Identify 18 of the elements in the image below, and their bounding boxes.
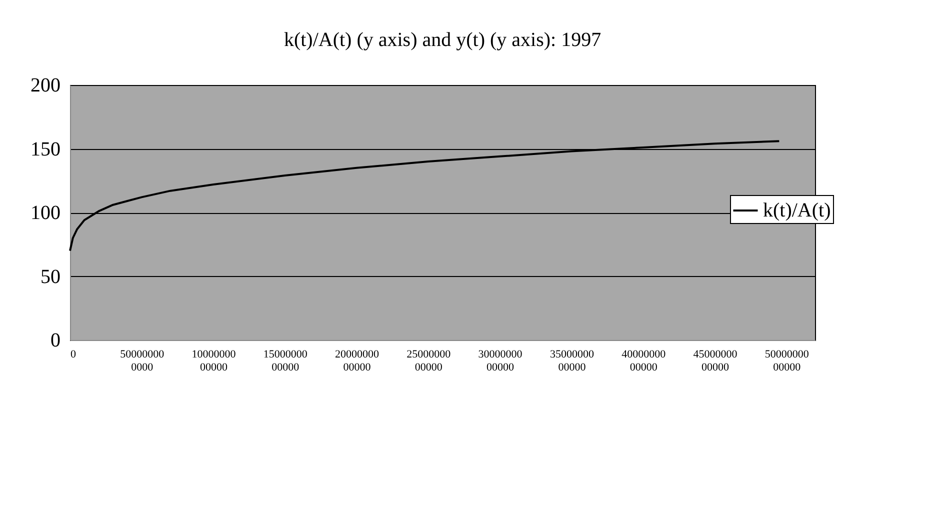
- x-tick-label: 10000000 00000: [192, 348, 236, 374]
- y-tick-label: 0: [50, 330, 60, 352]
- legend-label: k(t)/A(t): [763, 200, 831, 222]
- y-tick-label: 100: [30, 202, 60, 224]
- x-tick-label: 20000000 00000: [335, 348, 380, 374]
- x-tick-label: 50000000 0000: [120, 348, 165, 374]
- x-tick-label: 35000000 00000: [550, 348, 594, 374]
- x-tick-label: 30000000 00000: [478, 348, 523, 374]
- x-tick-label: 50000000 00000: [764, 348, 810, 374]
- y-tick-label: 50: [40, 266, 60, 288]
- y-tick-label: 200: [30, 74, 60, 96]
- x-tick-label: 45000000 00000: [693, 348, 738, 374]
- y-tick-label: 150: [30, 138, 60, 160]
- x-tick-label: 25000000 00000: [406, 348, 452, 374]
- x-tick-label: 15000000 00000: [263, 348, 308, 374]
- x-tick-label: 0: [70, 348, 76, 360]
- x-tick-label: 40000000 00000: [622, 348, 666, 374]
- chart-title: k(t)/A(t) (y axis) and y(t) (y axis): 1997: [284, 29, 602, 51]
